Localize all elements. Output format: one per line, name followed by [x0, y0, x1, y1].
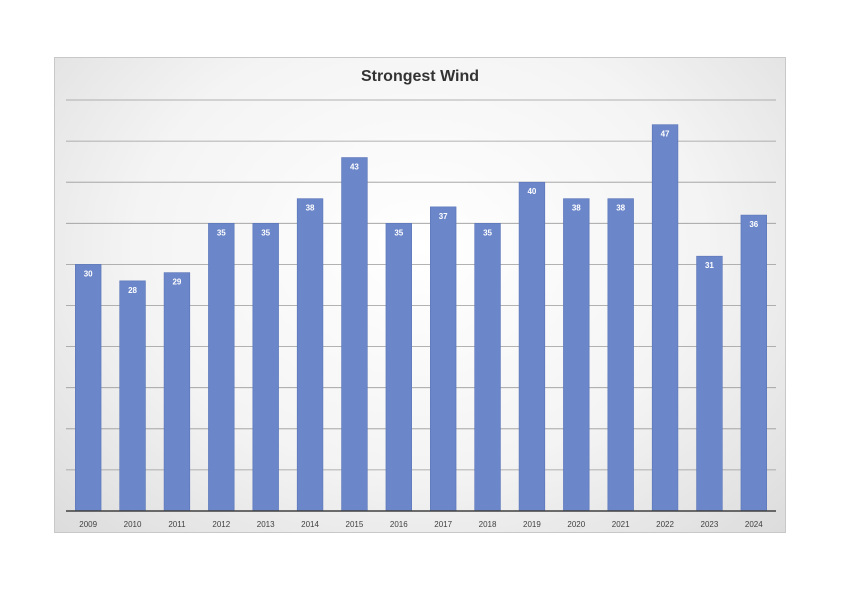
- x-tick-label-2014: 2014: [301, 520, 319, 529]
- x-tick-label-2011: 2011: [168, 520, 186, 529]
- bar-2019: [518, 181, 546, 512]
- bar-2014: [296, 198, 324, 512]
- bar-2024: [740, 214, 767, 512]
- data-label-2024: 36: [749, 220, 758, 229]
- data-label-2022: 47: [661, 130, 670, 139]
- x-tick-label-2010: 2010: [124, 520, 142, 529]
- bar-2022: [651, 124, 679, 512]
- x-tick-label-2022: 2022: [656, 520, 674, 529]
- bar-2009: [75, 264, 102, 512]
- data-label-2016: 35: [394, 228, 403, 237]
- data-label-2012: 35: [217, 228, 226, 237]
- data-label-2018: 35: [483, 228, 492, 237]
- bar-2021: [607, 198, 634, 512]
- x-tick-label-2017: 2017: [434, 520, 452, 529]
- data-label-2009: 30: [84, 269, 93, 278]
- bar-2017: [430, 206, 457, 512]
- bar-2015: [341, 157, 368, 512]
- data-label-2013: 35: [261, 228, 270, 237]
- x-tick-label-2020: 2020: [567, 520, 585, 529]
- data-label-2014: 38: [306, 204, 315, 213]
- data-label-2015: 43: [350, 163, 359, 172]
- x-tick-label-2016: 2016: [390, 520, 408, 529]
- x-tick-label-2015: 2015: [346, 520, 364, 529]
- chart-title: Strongest Wind: [360, 68, 480, 85]
- data-label-2017: 37: [439, 212, 448, 221]
- chart-frame: Strongest Wind 30 2009 28 2010 29 2011 35 2012 3…: [54, 57, 786, 533]
- data-label-2011: 29: [172, 278, 181, 287]
- x-tick-label-2023: 2023: [701, 520, 719, 529]
- bar-chart: 30 2009 28 2010 29 2011 35 2012 35 2013 38 2014 43 20…: [66, 99, 776, 529]
- bar-2013: [252, 223, 279, 512]
- x-tick-label-2021: 2021: [612, 520, 630, 529]
- bar-2011: [163, 272, 191, 512]
- data-label-2023: 31: [705, 261, 714, 270]
- bar-2016: [385, 223, 412, 512]
- x-tick-label-2013: 2013: [257, 520, 275, 529]
- bar-2023: [696, 255, 723, 512]
- bar-2020: [563, 198, 590, 512]
- data-label-2019: 40: [527, 187, 536, 196]
- data-label-2020: 38: [572, 204, 581, 213]
- x-tick-label-2009: 2009: [79, 520, 97, 529]
- bar-2010: [119, 280, 146, 512]
- x-tick-label-2012: 2012: [212, 520, 230, 529]
- bar-2012: [208, 223, 235, 512]
- bar-2018: [474, 223, 501, 512]
- x-tick-label-2018: 2018: [479, 520, 497, 529]
- data-label-2021: 38: [616, 204, 625, 213]
- x-tick-label-2019: 2019: [523, 520, 541, 529]
- x-tick-label-2024: 2024: [745, 520, 763, 529]
- data-label-2010: 28: [128, 286, 137, 295]
